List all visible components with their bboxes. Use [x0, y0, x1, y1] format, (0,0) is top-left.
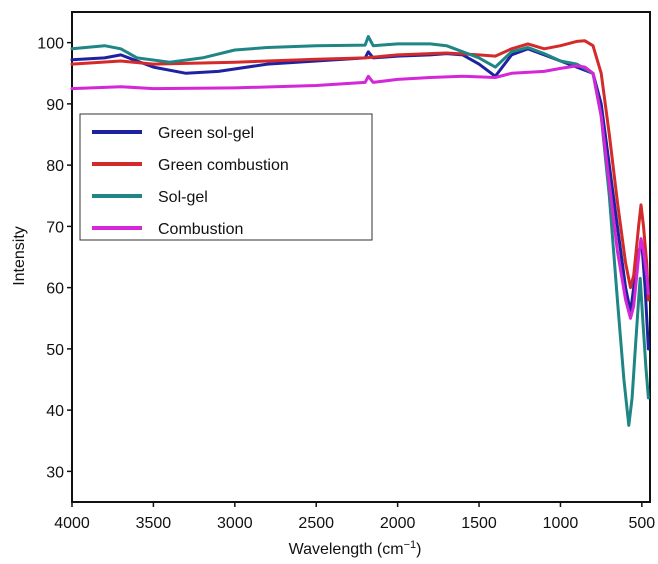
series-line-3	[70, 35, 650, 427]
x-tick-label: 2000	[380, 515, 416, 532]
x-tick-label: 3500	[136, 515, 172, 532]
y-tick-label: 50	[46, 342, 64, 359]
x-axis-label-main: Wavelength (cm	[289, 541, 404, 558]
x-tick-label: 3000	[217, 515, 253, 532]
legend-label-4: Combustion	[158, 221, 243, 238]
x-tick-label: 2500	[298, 515, 334, 532]
legend-box	[79, 113, 373, 241]
legend-label-3: Sol-gel	[158, 189, 208, 206]
y-tick-label: 60	[46, 281, 64, 298]
y-axis-label: Intensity	[11, 226, 28, 286]
x-axis-label-sup: −1	[404, 539, 417, 551]
series-line-2	[70, 39, 650, 302]
y-tick-label: 90	[46, 97, 64, 114]
series-line-4	[70, 64, 650, 320]
x-tick-label: 1500	[461, 515, 497, 532]
x-axis-label: Wavelength (cm−1)	[289, 539, 422, 558]
y-tick-label: 70	[46, 219, 64, 236]
x-tick-label: 1000	[543, 515, 579, 532]
x-axis-label-close: )	[416, 541, 421, 558]
y-tick-label: 30	[46, 464, 64, 481]
y-tick-label: 40	[46, 403, 64, 420]
plot-area-frame	[71, 11, 651, 503]
x-tick-label: 500	[629, 515, 656, 532]
y-tick-label: 80	[46, 158, 64, 175]
legend-label-1: Green sol-gel	[158, 125, 254, 142]
legend-label-2: Green combustion	[158, 157, 289, 174]
x-tick-label: 4000	[54, 515, 90, 532]
y-tick-label: 100	[37, 36, 64, 53]
